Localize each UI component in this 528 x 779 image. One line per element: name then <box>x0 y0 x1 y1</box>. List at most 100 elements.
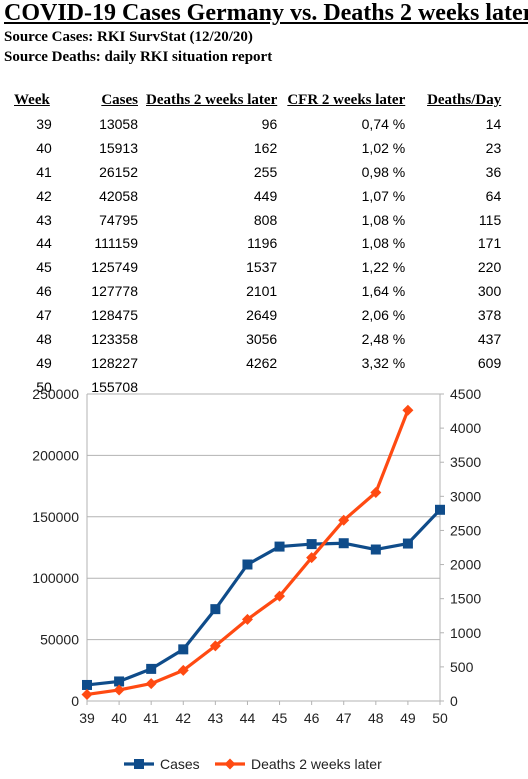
legend-deaths-marker <box>224 758 236 770</box>
left-tick-label: 250000 <box>32 386 79 402</box>
right-tick-label: 2000 <box>450 557 481 573</box>
table-row: 47 128475 2649 2,06 % 378 <box>10 304 505 328</box>
cell-week: 50 <box>36 378 52 395</box>
cell-deaths-per-day: 378 <box>477 307 502 324</box>
cases-point <box>306 539 317 550</box>
cases-point <box>114 676 125 687</box>
cell-deaths-per-day: 300 <box>477 283 502 300</box>
left-tick-label: 0 <box>71 693 79 709</box>
x-tick-label: 40 <box>111 710 127 726</box>
series-line-deaths <box>86 409 410 697</box>
cases-point <box>178 644 189 655</box>
x-tick-label: 45 <box>272 710 288 726</box>
deaths-point <box>113 684 125 696</box>
cell-cfr: 1,08 % <box>361 235 406 252</box>
cell-cases: 13058 <box>99 115 138 132</box>
table-header-row: Week Cases Deaths 2 weeks later CFR 2 we… <box>10 89 505 113</box>
cell-deaths: 449 <box>253 187 278 204</box>
cell-week: 47 <box>36 307 52 324</box>
x-tick-label: 48 <box>368 710 384 726</box>
cell-cfr: 2,06 % <box>361 307 406 324</box>
cell-cfr: 0,98 % <box>361 163 406 180</box>
cell-week: 44 <box>36 235 52 252</box>
cell-cfr: 0,74 % <box>361 115 406 132</box>
cell-week: 42 <box>36 187 52 204</box>
cases-point <box>242 559 253 570</box>
cell-cases: 128475 <box>91 307 138 324</box>
series-line-cases <box>86 508 442 687</box>
cell-deaths-per-day: 64 <box>485 187 502 204</box>
table-row: 43 74795 808 1,08 % 115 <box>10 209 505 233</box>
left-tick-label: 150000 <box>32 509 79 525</box>
cell-deaths: 96 <box>261 115 278 132</box>
cell-cases: 127778 <box>91 283 138 300</box>
chart-axes <box>86 393 444 705</box>
cell-deaths-per-day: 220 <box>477 259 502 276</box>
deaths-point <box>209 640 221 652</box>
cell-week: 40 <box>36 139 52 156</box>
legend-cases-marker <box>134 759 144 769</box>
cell-deaths: 2101 <box>246 283 278 300</box>
cases-point <box>82 679 92 690</box>
legend-cases-label: Cases <box>160 756 200 772</box>
cases-point <box>370 544 381 555</box>
table-row: 49 128227 4262 3,32 % 609 <box>10 352 505 376</box>
cell-deaths-per-day: 36 <box>485 163 502 180</box>
deaths-point <box>306 552 318 564</box>
table-row: 40 15913 162 1,02 % 23 <box>10 137 505 161</box>
legend-deaths-label: Deaths 2 weeks later <box>251 756 382 772</box>
cell-deaths-per-day: 437 <box>477 331 502 348</box>
table-row: 44 111159 1196 1,08 % 171 <box>10 232 505 256</box>
cell-week: 49 <box>36 354 52 371</box>
source-cases-note: Source Cases: RKI SurvStat (12/20/20) <box>4 29 253 45</box>
header-cfr: CFR 2 weeks later <box>287 92 406 108</box>
cases-point <box>210 604 221 615</box>
left-tick-label: 200000 <box>32 447 79 463</box>
cell-deaths: 255 <box>253 163 278 180</box>
data-table: Week Cases Deaths 2 weeks later CFR 2 we… <box>10 89 505 400</box>
cell-deaths: 2649 <box>246 307 278 324</box>
x-tick-label: 41 <box>143 710 159 726</box>
cases-point <box>274 541 285 552</box>
cases-point <box>146 663 157 674</box>
table-row: 42 42058 449 1,07 % 64 <box>10 185 505 209</box>
source-deaths-note: Source Deaths: daily RKI situation repor… <box>4 49 273 65</box>
series-markers <box>81 404 445 700</box>
cell-deaths: 3056 <box>246 331 278 348</box>
right-axis-ticks: 0 500 1000 1500 2000 2500 3000 3500 4000 4500 <box>450 386 481 709</box>
series-lines <box>86 409 442 697</box>
cell-week: 41 <box>36 163 52 180</box>
x-axis-ticks: 39 40 41 42 43 44 45 46 47 48 49 50 <box>79 710 448 726</box>
cell-cases: 111159 <box>94 235 138 252</box>
x-tick-label: 49 <box>400 710 416 726</box>
cell-deaths: 1537 <box>246 259 278 276</box>
cases-point <box>402 538 413 549</box>
cell-cases: 125749 <box>91 259 138 276</box>
x-tick-label: 42 <box>175 710 191 726</box>
cell-deaths-per-day: 609 <box>477 354 502 371</box>
cell-cases: 155708 <box>91 378 138 395</box>
right-tick-label: 500 <box>450 659 474 675</box>
cell-cases: 74795 <box>99 211 138 228</box>
table-row: 45 125749 1537 1,22 % 220 <box>10 256 505 280</box>
deaths-point <box>241 613 253 625</box>
right-tick-label: 1500 <box>450 591 481 607</box>
cell-deaths: 808 <box>253 211 278 228</box>
right-tick-label: 3500 <box>450 454 481 470</box>
cell-cfr: 2,48 % <box>361 331 406 348</box>
x-tick-label: 39 <box>79 710 95 726</box>
right-tick-label: 3000 <box>450 488 481 504</box>
header-deaths-per-day: Deaths/Day <box>427 92 502 108</box>
cell-deaths-per-day: 23 <box>485 139 502 156</box>
deaths-point <box>338 514 350 526</box>
cell-cfr: 1,07 % <box>361 187 406 204</box>
table-row: 50 155708 <box>10 376 505 400</box>
cell-deaths-per-day: 171 <box>477 235 502 252</box>
deaths-point <box>177 664 189 676</box>
header-cases: Cases <box>101 92 138 108</box>
cell-cases: 42058 <box>99 187 138 204</box>
cell-deaths: 1196 <box>247 235 278 252</box>
cases-point <box>435 504 445 515</box>
cell-deaths-per-day: 14 <box>485 115 502 132</box>
cell-cfr: 1,64 % <box>361 283 406 300</box>
